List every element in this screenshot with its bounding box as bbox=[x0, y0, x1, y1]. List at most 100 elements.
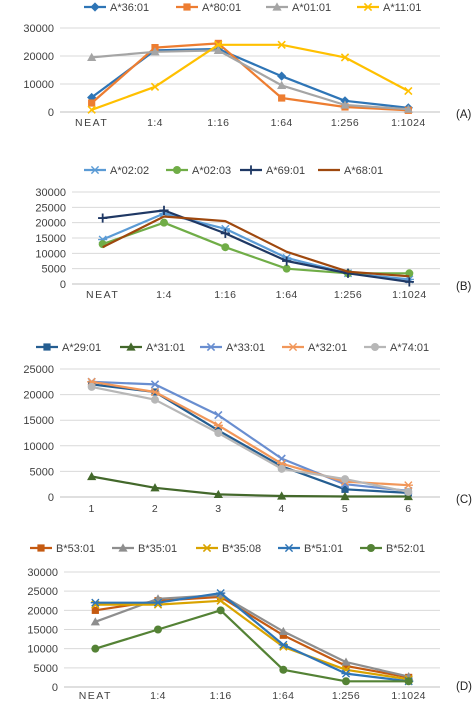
legend-swatch-marker bbox=[363, 2, 373, 12]
data-point bbox=[278, 626, 288, 636]
x-tick-label: 1:1024 bbox=[391, 117, 426, 129]
y-tick-label: 15000 bbox=[27, 625, 58, 637]
y-tick-label: 25000 bbox=[23, 364, 54, 376]
data-point bbox=[88, 99, 96, 107]
y-tick-label: 0 bbox=[60, 279, 66, 291]
chart-panel-a: 0 10000 20000 30000 NEAT 1:4 1:16 1:64 1:256 1:10… bbox=[23, 2, 471, 129]
data-point bbox=[404, 86, 413, 96]
x-tick-label: 1:4 bbox=[147, 117, 163, 129]
legend-swatch-marker bbox=[126, 342, 136, 351]
legend-label: A*36:01 bbox=[110, 2, 149, 14]
y-tick-label: 0 bbox=[48, 107, 54, 119]
data-point bbox=[404, 277, 414, 287]
legend-swatch-marker bbox=[284, 543, 294, 553]
legend-swatch-marker bbox=[90, 2, 100, 12]
chart-panel-b: 0 5000 10000 15000 20000 25000 30000 NEAT 1:4 1:1… bbox=[35, 165, 471, 301]
data-point bbox=[150, 47, 160, 56]
data-point bbox=[150, 82, 160, 91]
series-line bbox=[91, 43, 409, 111]
legend-swatch-marker bbox=[183, 3, 191, 11]
data-point bbox=[213, 45, 223, 54]
chart-panel-d: 0 5000 10000 15000 20000 25000 30000 NEAT 1:4 1:1… bbox=[27, 543, 472, 702]
data-point bbox=[150, 387, 160, 397]
y-tick-label: 10000 bbox=[23, 79, 54, 91]
series-line bbox=[102, 209, 410, 283]
series-line bbox=[94, 609, 409, 683]
data-point bbox=[216, 590, 226, 599]
data-point bbox=[340, 100, 350, 109]
legend-label: A*74:01 bbox=[390, 342, 429, 354]
x-tick-label: 1:16 bbox=[210, 690, 232, 702]
data-point bbox=[221, 243, 230, 252]
x-tick-label: NEAT bbox=[86, 289, 119, 301]
legend-label: A*02:02 bbox=[110, 165, 149, 177]
data-point bbox=[341, 669, 351, 678]
data-point bbox=[279, 631, 287, 639]
legend-label: A*01:01 bbox=[292, 2, 331, 14]
data-point bbox=[214, 429, 223, 437]
data-point bbox=[90, 598, 100, 607]
data-point bbox=[342, 662, 350, 670]
series-line bbox=[95, 591, 409, 683]
series-line bbox=[91, 383, 409, 494]
y-tick-label: 30000 bbox=[23, 23, 54, 35]
x-tick-label: 3 bbox=[215, 503, 221, 515]
data-point bbox=[213, 421, 223, 430]
data-point bbox=[278, 94, 286, 102]
y-tick-label: 15000 bbox=[35, 233, 66, 245]
panel-label: (C) bbox=[456, 494, 472, 506]
x-tick-label: 1:1024 bbox=[391, 690, 426, 702]
series-line bbox=[95, 599, 409, 681]
y-tick-label: 30000 bbox=[27, 567, 58, 579]
x-tick-label: 1:64 bbox=[272, 690, 294, 702]
legend-swatch-marker bbox=[272, 2, 282, 11]
legend-swatch-marker bbox=[173, 166, 181, 174]
x-tick-label: 1:4 bbox=[150, 690, 166, 702]
legend-swatch-marker bbox=[202, 543, 212, 553]
panel-label: (B) bbox=[456, 281, 472, 293]
x-tick-label: 1:16 bbox=[207, 117, 229, 129]
y-tick-label: 20000 bbox=[27, 605, 58, 617]
legend-label: B*35:08 bbox=[222, 543, 261, 555]
chart-panel-c: 0 5000 10000 15000 20000 25000 1 2 3 4 5 6 (C) A*29:0… bbox=[23, 342, 472, 515]
data-point bbox=[213, 489, 223, 499]
data-point bbox=[150, 380, 160, 389]
series-line bbox=[91, 47, 409, 109]
x-tick-label: NEAT bbox=[75, 117, 108, 129]
x-tick-label: 5 bbox=[342, 503, 348, 515]
data-point bbox=[153, 598, 163, 607]
x-tick-label: 1:256 bbox=[331, 117, 359, 129]
y-tick-label: 10000 bbox=[23, 441, 54, 453]
y-tick-label: 10000 bbox=[35, 248, 66, 260]
data-point bbox=[403, 491, 413, 501]
data-point bbox=[220, 228, 230, 238]
legend-label: A*02:03 bbox=[192, 165, 231, 177]
data-point bbox=[214, 40, 223, 49]
legend-swatch-marker bbox=[118, 543, 128, 552]
data-point bbox=[87, 471, 97, 481]
legend-label: A*11:01 bbox=[383, 2, 421, 14]
legend-label: A*69:01 bbox=[266, 165, 305, 177]
y-tick-label: 10000 bbox=[27, 644, 58, 656]
x-tick-label: 1:256 bbox=[334, 289, 362, 301]
data-point bbox=[403, 481, 413, 490]
data-point bbox=[277, 40, 286, 49]
data-point bbox=[340, 53, 350, 62]
y-tick-label: 20000 bbox=[23, 51, 54, 63]
legend-swatch-marker bbox=[371, 343, 379, 351]
legend-label: B*53:01 bbox=[56, 543, 95, 555]
x-tick-label: 4 bbox=[279, 503, 285, 515]
legend-swatch-marker bbox=[37, 544, 45, 552]
series-line bbox=[90, 42, 409, 112]
data-point bbox=[341, 657, 351, 666]
data-point bbox=[91, 644, 100, 653]
data-point bbox=[90, 617, 100, 626]
data-point bbox=[277, 491, 287, 500]
legend-label: A*31:01 bbox=[146, 342, 185, 354]
series-line bbox=[91, 475, 409, 498]
panel-label: (D) bbox=[456, 681, 472, 693]
y-tick-label: 0 bbox=[52, 682, 58, 694]
data-point bbox=[342, 677, 350, 686]
y-tick-label: 5000 bbox=[34, 663, 58, 675]
legend-label: B*35:01 bbox=[138, 543, 177, 555]
